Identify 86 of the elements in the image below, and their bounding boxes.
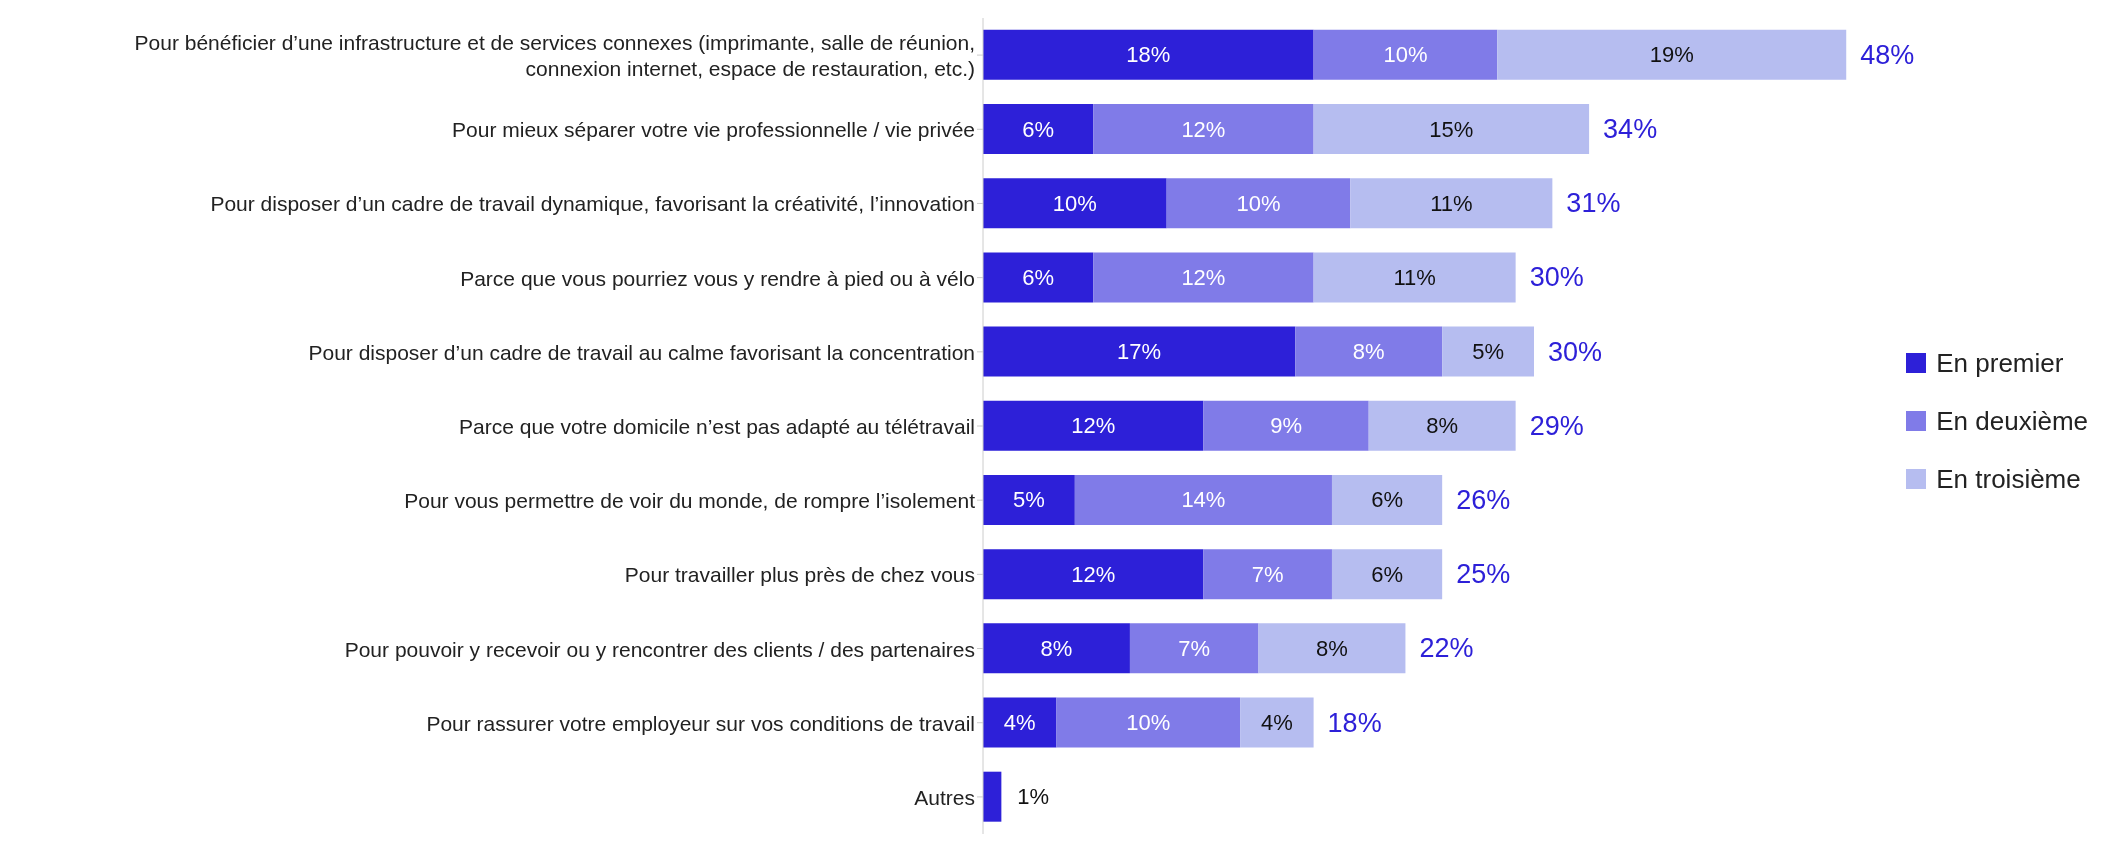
legend-label: En deuxième xyxy=(1936,405,2088,437)
total-label: 26% xyxy=(1456,484,1511,515)
y-tick-label: Parce que vous pourriez vous y rendre à pied ou à vélo xyxy=(460,266,975,290)
data-label: 14% xyxy=(1181,487,1226,513)
bar xyxy=(1093,104,1314,155)
bar xyxy=(1203,549,1332,600)
data-label: 4% xyxy=(1260,710,1293,736)
bar xyxy=(1368,400,1516,451)
data-label: 19% xyxy=(1649,42,1694,68)
bar xyxy=(983,326,1296,377)
bar xyxy=(1093,252,1314,303)
bar xyxy=(1056,697,1241,748)
data-label: 5% xyxy=(1013,487,1045,513)
bar xyxy=(1313,104,1590,155)
bar xyxy=(983,549,1204,600)
data-label: 7% xyxy=(1178,635,1211,661)
data-label: 17% xyxy=(1117,339,1162,365)
data-label: 8% xyxy=(1352,339,1385,365)
y-tick-label: Pour travailler plus près de chez vous xyxy=(624,562,975,586)
total-label: 30% xyxy=(1548,336,1603,367)
data-label: 6% xyxy=(1022,116,1054,142)
total-label: 34% xyxy=(1603,114,1658,145)
data-label: 7% xyxy=(1251,561,1284,587)
data-label: 10% xyxy=(1126,710,1171,736)
y-tick-label: Pour mieux séparer votre vie professionnelle / vie privée xyxy=(452,117,975,141)
data-label: 8% xyxy=(1040,635,1073,661)
data-label: 8% xyxy=(1316,635,1348,661)
bar xyxy=(1240,697,1314,748)
data-label: 12% xyxy=(1071,561,1116,587)
bar xyxy=(1350,178,1553,229)
data-label: 12% xyxy=(1071,413,1116,439)
data-label: 4% xyxy=(1003,710,1036,736)
total-label: 29% xyxy=(1529,410,1584,441)
data-label: 6% xyxy=(1022,264,1054,290)
bar xyxy=(1166,178,1351,229)
data-label: 1% xyxy=(1017,784,1050,810)
total-label: 25% xyxy=(1456,559,1511,590)
bar xyxy=(1313,29,1498,80)
y-tick-label: Pour vous permettre de voir du monde, de rompre l’isolement xyxy=(404,488,976,512)
data-label: 15% xyxy=(1429,116,1474,142)
y-tick-label: Pour bénéficier d’une infrastructure et de services connexes (imprimante, salle de réunion, connexion internet, espace de restauration, etc.) xyxy=(134,30,975,80)
data-label: 5% xyxy=(1472,339,1504,365)
y-tick-label: Pour disposer d’un cadre de travail dynamique, favorisant la créativité, l’innovation xyxy=(210,191,975,215)
bar xyxy=(983,252,1094,303)
bar xyxy=(1331,474,1443,525)
total-label: 31% xyxy=(1566,188,1621,219)
y-tick-label: Pour pouvoir y recevoir ou y rencontrer des clients / des partenaires xyxy=(344,637,975,661)
data-label: 10% xyxy=(1383,42,1428,68)
data-label: 12% xyxy=(1181,264,1226,290)
total-label: 48% xyxy=(1860,39,1915,70)
data-label: 12% xyxy=(1181,116,1226,142)
bar xyxy=(983,623,1130,674)
data-label: 18% xyxy=(1126,42,1171,68)
y-tick-label: Parce que votre domicile n’est pas adapté au télétravail xyxy=(459,414,975,438)
y-tick-label: Pour rassurer votre employeur sur vos conditions de travail xyxy=(426,711,975,735)
data-label: 10% xyxy=(1052,190,1097,216)
total-label: 18% xyxy=(1327,707,1382,738)
data-label: 8% xyxy=(1426,413,1459,439)
y-tick-label: Autres xyxy=(914,785,975,809)
total-label: 22% xyxy=(1419,633,1474,664)
total-label: 30% xyxy=(1529,262,1584,293)
data-label: 6% xyxy=(1371,561,1403,587)
bar xyxy=(1442,326,1534,377)
bar xyxy=(1129,623,1259,674)
bar xyxy=(1258,623,1406,674)
legend-label: En troisième xyxy=(1936,463,2081,495)
bar xyxy=(983,771,1002,822)
data-label: 11% xyxy=(1393,264,1436,290)
data-label: 6% xyxy=(1371,487,1403,513)
bar xyxy=(983,474,1075,525)
y-tick-label: Pour disposer d’un cadre de travail au calme favorisant la concentration xyxy=(308,340,975,364)
bar xyxy=(1313,252,1516,303)
bar xyxy=(1295,326,1443,377)
bar xyxy=(983,178,1167,229)
bar xyxy=(983,29,1314,80)
legend-label: En premier xyxy=(1936,347,2064,379)
bar xyxy=(1074,474,1332,525)
bar xyxy=(1497,29,1847,80)
data-label: 9% xyxy=(1270,413,1302,439)
bar xyxy=(1331,549,1443,600)
bar xyxy=(983,104,1094,155)
data-label: 11% xyxy=(1430,190,1473,216)
bar xyxy=(983,400,1204,451)
data-label: 10% xyxy=(1236,190,1281,216)
bar xyxy=(983,697,1057,748)
bar xyxy=(1203,400,1369,451)
